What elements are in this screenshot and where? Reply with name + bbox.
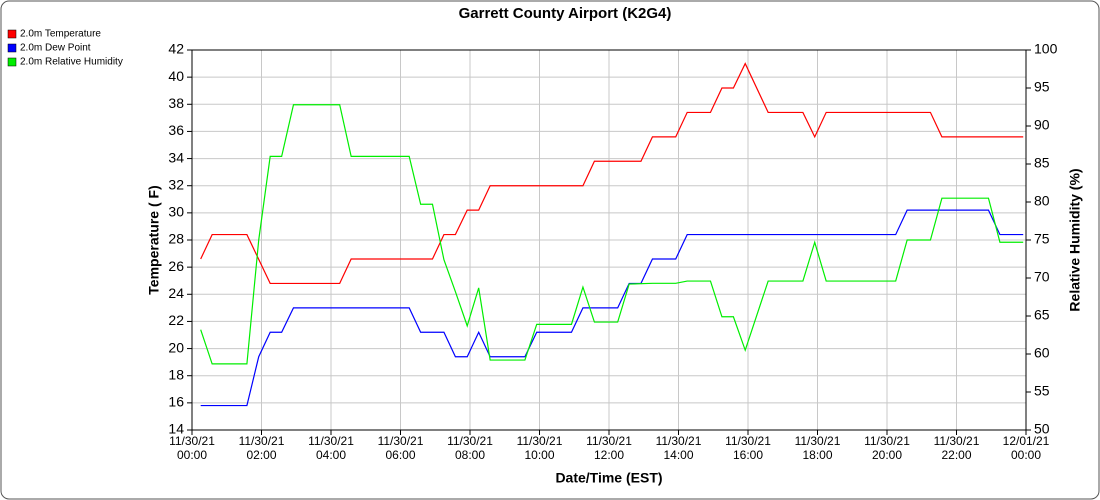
legend-swatch <box>7 57 17 67</box>
x-tick-label-line: 00:00 <box>177 448 207 462</box>
y2-tick-label: 60 <box>1034 345 1050 361</box>
plot-border <box>191 49 1027 431</box>
legend-swatch <box>7 43 17 53</box>
y2-tick-label: 100 <box>1034 41 1058 57</box>
x-tick-label-line: 11/30/21 <box>378 434 424 448</box>
x-tick-label-line: 11/30/21 <box>864 434 910 448</box>
y-tick-label: 28 <box>168 231 184 247</box>
y-tick-label: 36 <box>168 122 184 138</box>
data-line <box>200 209 1024 407</box>
data-line <box>200 62 1024 285</box>
x-tick-label-line: 02:00 <box>246 448 276 462</box>
y-tick-label: 30 <box>168 204 184 220</box>
x-tick-label-line: 11/30/21 <box>239 434 285 448</box>
x-tick-label-line: 22:00 <box>941 448 971 462</box>
x-tick-label-line: 12:00 <box>594 448 624 462</box>
y2-tick-label: 55 <box>1034 383 1050 399</box>
x-tick-label: 11/30/21 02:00 <box>239 434 285 462</box>
x-tick-label: 11/30/21 00:00 <box>169 434 215 462</box>
x-tick-label-line: 11/30/21 <box>725 434 771 448</box>
y2-tick-label: 50 <box>1034 421 1050 437</box>
legend-label: 2.0m Relative Humidity <box>20 57 123 68</box>
y2-tick-label: 70 <box>1034 269 1050 285</box>
x-tick-label-line: 18:00 <box>802 448 832 462</box>
x-tick-label: 11/30/21 22:00 <box>934 434 980 462</box>
x-tick-label-line: 11/30/21 <box>934 434 980 448</box>
y-tick-label: 26 <box>168 258 184 274</box>
y-tick-label: 20 <box>168 339 184 355</box>
x-tick-label: 11/30/21 16:00 <box>725 434 771 462</box>
x-tick-label: 11/30/21 10:00 <box>517 434 563 462</box>
x-tick-label-line: 04:00 <box>316 448 346 462</box>
y2-tick-label: 75 <box>1034 231 1050 247</box>
x-tick-label-line: 20:00 <box>872 448 902 462</box>
x-tick-label: 11/30/21 04:00 <box>308 434 354 462</box>
x-tick-label-line: 06:00 <box>385 448 415 462</box>
x-tick-label-line: 11/30/21 <box>169 434 215 448</box>
data-line <box>200 104 1024 365</box>
x-axis-title: Date/Time (EST) <box>555 470 662 486</box>
y-tick-label: 18 <box>168 366 184 382</box>
x-tick-label: 11/30/21 20:00 <box>864 434 910 462</box>
x-tick-label-line: 11/30/21 <box>795 434 841 448</box>
x-tick-label-line: 10:00 <box>524 448 554 462</box>
legend-swatch <box>7 29 17 39</box>
y-tick-label: 22 <box>168 312 184 328</box>
y2-tick-label: 85 <box>1034 155 1050 171</box>
x-tick-label: 11/30/21 12:00 <box>586 434 632 462</box>
x-tick-label-line: 12/01/21 <box>1003 434 1050 448</box>
x-tick-label-line: 11/30/21 <box>517 434 563 448</box>
legend-label: 2.0m Dew Point <box>20 43 91 54</box>
x-tick-label-line: 14:00 <box>663 448 693 462</box>
x-tick-label: 11/30/21 06:00 <box>378 434 424 462</box>
y-tick-label: 40 <box>168 68 184 84</box>
x-tick-label-line: 11/30/21 <box>586 434 632 448</box>
x-tick-label: 11/30/21 08:00 <box>447 434 493 462</box>
y-tick-label: 38 <box>168 95 184 111</box>
y2-axis-title: Relative Humidity (%) <box>1067 168 1083 311</box>
y-tick-label: 14 <box>168 421 184 437</box>
y-tick-label: 34 <box>168 149 184 165</box>
x-tick-label: 12/01/21 00:00 <box>1003 434 1050 462</box>
x-tick-label-line: 00:00 <box>1011 448 1041 462</box>
y2-tick-label: 65 <box>1034 307 1050 323</box>
x-tick-label-line: 16:00 <box>733 448 763 462</box>
x-tick-label-line: 11/30/21 <box>447 434 493 448</box>
y-tick-label: 24 <box>168 285 184 301</box>
x-tick-label-line: 08:00 <box>455 448 485 462</box>
legend-label: 2.0m Temperature <box>20 29 101 40</box>
x-tick-label-line: 11/30/21 <box>656 434 702 448</box>
y-tick-label: 42 <box>168 41 184 57</box>
y2-tick-label: 90 <box>1034 117 1050 133</box>
y-tick-label: 32 <box>168 176 184 192</box>
x-tick-label: 11/30/21 18:00 <box>795 434 841 462</box>
chart-title: Garrett County Airport (K2G4) <box>459 5 672 22</box>
y2-tick-label: 80 <box>1034 193 1050 209</box>
y-tick-label: 16 <box>168 394 184 410</box>
y-axis-title: Temperature ( F) <box>146 185 162 294</box>
y2-tick-label: 95 <box>1034 79 1050 95</box>
x-tick-label-line: 11/30/21 <box>308 434 354 448</box>
x-tick-label: 11/30/21 14:00 <box>656 434 702 462</box>
